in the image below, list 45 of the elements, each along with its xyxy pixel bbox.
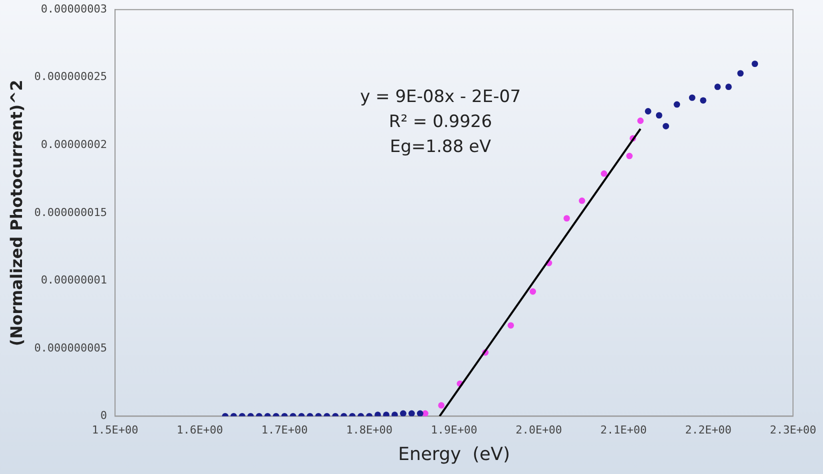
point [392, 412, 398, 416]
x-tick-label: 1.8E+00 [346, 424, 392, 437]
point [688, 94, 696, 101]
point [564, 215, 570, 222]
x-tick-label: 1.7E+00 [261, 424, 308, 437]
point [656, 112, 662, 119]
x-tick-label: 2.1E+00 [600, 424, 647, 437]
annotation: R² = 0.9926 [388, 112, 492, 132]
point [725, 84, 732, 90]
x-tick-label: 1.6E+00 [176, 424, 223, 437]
point [408, 410, 415, 416]
y-tick-label: 0.000000005 [34, 341, 108, 354]
point [530, 288, 536, 295]
y-tick-label: 0.000000025 [34, 70, 108, 84]
point [674, 101, 680, 108]
point [383, 412, 390, 416]
x-tick-label: 2.2E+00 [685, 424, 732, 437]
point [600, 170, 608, 177]
point [400, 410, 406, 416]
y-tick-label: 0.00000001 [40, 274, 108, 287]
y-tick-label: 0.00000002 [40, 138, 108, 151]
y-axis-title: (Normalized Photocurrent)^2 [6, 80, 26, 346]
y-tick-label: 0 [100, 409, 108, 422]
point [626, 152, 633, 160]
y-tick-label: 0.000000015 [34, 206, 108, 219]
x-tick-label: 2.0E+00 [516, 424, 562, 437]
point [374, 412, 381, 416]
point [508, 322, 514, 329]
point [700, 97, 706, 104]
x-axis-title: Energy (eV) [398, 444, 510, 465]
annotation: Eg=1.88 eV [390, 137, 492, 158]
point [737, 70, 744, 76]
point [637, 118, 644, 124]
point [438, 402, 445, 409]
point [714, 84, 721, 90]
point [644, 108, 652, 114]
y-tick-label: 0.00000003 [40, 2, 108, 16]
point [416, 410, 424, 416]
x-tick-label: 2.3E+00 [770, 424, 816, 437]
x-tick-label: 1.9E+00 [430, 424, 478, 437]
x-tick-label: 1.5E+00 [92, 424, 138, 437]
annotation: y = 9E-08x - 2E-07 [360, 87, 521, 108]
point [578, 198, 586, 204]
point [662, 122, 670, 130]
point [752, 60, 758, 68]
